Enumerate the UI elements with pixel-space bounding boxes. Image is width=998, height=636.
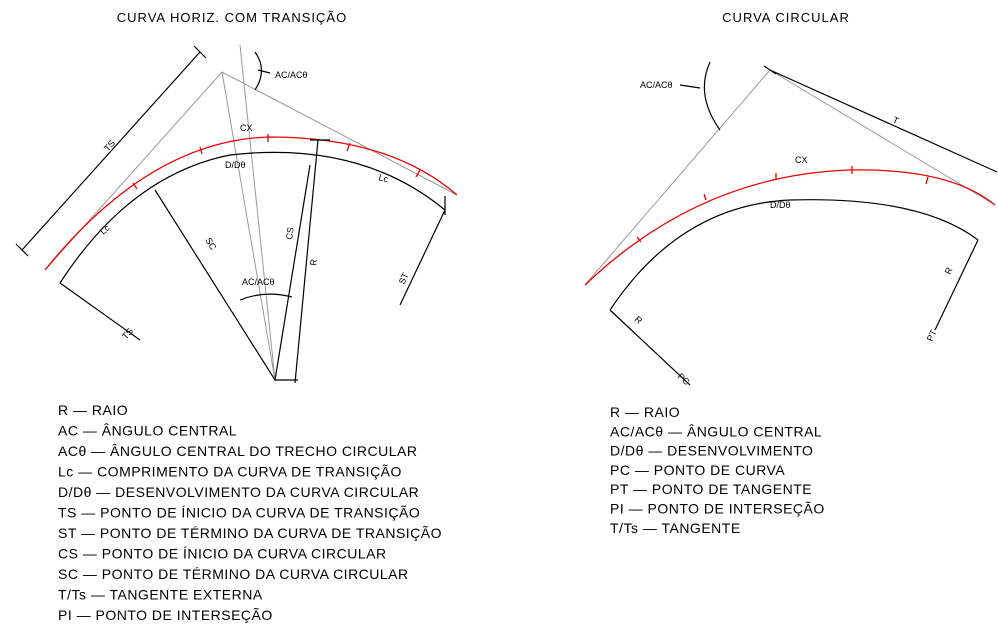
label: PT	[925, 328, 939, 343]
legend-line: T/Ts — TANGENTE	[610, 520, 741, 536]
label: ST	[397, 271, 411, 286]
label: TS	[102, 138, 117, 153]
label: AC/ACθ	[242, 277, 275, 287]
left-drawing: AC/ACθ TS CX D/Dθ Lc Lc SC CS R ST AC/AC…	[15, 44, 458, 384]
label: AC/ACθ	[640, 80, 673, 90]
legend-line: AC/ACθ — ÂNGULO CENTRAL	[610, 423, 822, 439]
legend-line: PI — PONTO DE INTERSEÇÃO	[610, 501, 825, 517]
legend-line: TS — PONTO DE ÍNICIO DA CURVA DE TRANSIÇ…	[58, 505, 420, 521]
right-drawing: AC/ACθ T CX D/Dθ R R PT PC	[584, 61, 998, 387]
legend-line: CS — PONTO DE ÍNICIO DA CURVA CIRCULAR	[58, 546, 387, 562]
label: Lc	[377, 172, 389, 184]
legend-line: D/Dθ — DESENVOLVIMENTO	[610, 443, 813, 459]
legend-line: T/Ts — TANGENTE EXTERNA	[58, 587, 263, 603]
legend-line: PT — PONTO DE TANGENTE	[610, 481, 812, 497]
label: R	[308, 258, 319, 266]
legend-line: Lc — COMPRIMENTO DA CURVA DE TRANSIÇÃO	[58, 464, 402, 480]
legend-line: PC — PONTO DE CURVA	[610, 462, 785, 478]
label: Lc	[98, 222, 112, 236]
label: CX	[240, 123, 253, 133]
label: R	[633, 314, 645, 326]
label: CX	[795, 155, 808, 165]
left-title: CURVA HORIZ. COM TRANSIÇÃO	[117, 10, 347, 25]
legend-line: R — RAIO	[610, 404, 680, 420]
legend-line: AC — ÂNGULO CENTRAL	[58, 423, 237, 439]
label: D/Dθ	[225, 160, 246, 170]
right-title: CURVA CIRCULAR	[722, 10, 850, 25]
legend-line: SC — PONTO DE TÉRMINO DA CURVA CIRCULAR	[58, 566, 409, 582]
label: SC	[203, 236, 218, 252]
legend-line: R — RAIO	[58, 402, 128, 418]
label: D/Dθ	[770, 200, 791, 210]
label: TS	[120, 326, 135, 341]
label: CS	[284, 226, 296, 240]
legend-line: D/Dθ — DESENVOLVIMENTO DA CURVA CIRCULAR	[58, 484, 419, 500]
legend-line: ACθ — ÂNGULO CENTRAL DO TRECHO CIRCULAR	[58, 443, 417, 459]
label: AC/ACθ	[275, 70, 308, 80]
legend-line: PI — PONTO DE INTERSEÇÃO	[58, 607, 273, 623]
legend-line: ST — PONTO DE TÉRMINO DA CURVA DE TRANSI…	[58, 525, 442, 541]
label: T	[891, 115, 901, 127]
label: R	[943, 265, 955, 276]
